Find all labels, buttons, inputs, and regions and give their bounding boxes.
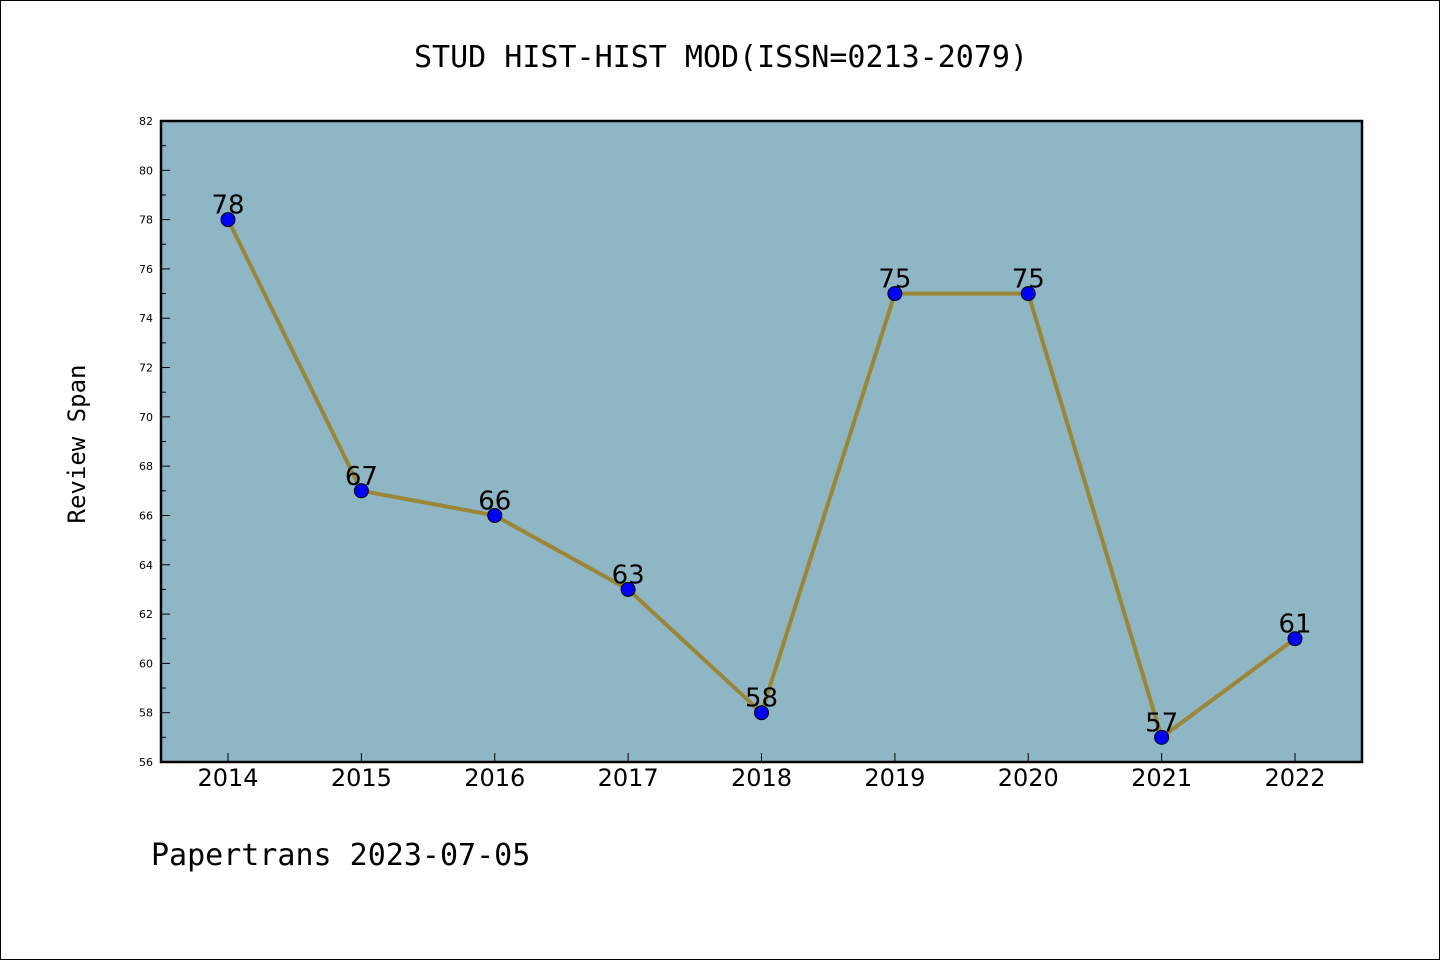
plot-area [161, 121, 1362, 762]
y-tick-label: 68 [139, 460, 153, 473]
y-tick-label: 60 [139, 657, 153, 670]
y-tick-label: 64 [139, 559, 153, 572]
data-label: 63 [612, 560, 645, 590]
x-tick-label: 2017 [598, 764, 659, 792]
data-point [1287, 631, 1303, 647]
y-axis-label: Review Span [63, 365, 91, 524]
data-point [353, 483, 369, 499]
x-tick-label: 2019 [864, 764, 925, 792]
data-label: 75 [1012, 265, 1045, 295]
y-tick-label: 58 [139, 707, 153, 720]
data-label: 58 [745, 684, 778, 714]
x-tick-label: 2022 [1264, 764, 1325, 792]
x-tick-label: 2018 [731, 764, 792, 792]
x-tick-label: 2015 [331, 764, 392, 792]
footer-credit: Papertrans 2023-07-05 [151, 838, 530, 873]
x-tick-label: 2021 [1131, 764, 1192, 792]
y-tick-label: 66 [139, 509, 153, 522]
data-label: 66 [478, 486, 511, 516]
data-label: 67 [345, 462, 378, 492]
y-tick-label: 78 [139, 214, 153, 227]
y-tick-label: 76 [139, 263, 153, 276]
x-tick-label: 2020 [998, 764, 1059, 792]
data-point [620, 581, 636, 597]
y-tick-label: 62 [139, 608, 153, 621]
data-label: 57 [1145, 708, 1178, 738]
x-tick-label: 2014 [197, 764, 258, 792]
x-axis-ticks: 2014 2015 2016 2017 2018 2019 2020 2021 2022 [197, 753, 1326, 792]
y-tick-label: 74 [139, 312, 153, 325]
data-label: 61 [1278, 610, 1311, 640]
chart-title: STUD HIST-HIST MOD(ISSN=0213-2079) [414, 40, 1028, 75]
data-label: 75 [878, 265, 911, 295]
data-point [1154, 729, 1170, 745]
data-point [220, 212, 236, 228]
data-point [1020, 286, 1036, 302]
data-labels: 78 67 66 63 58 75 75 57 61 [211, 191, 1311, 739]
data-label: 78 [211, 191, 244, 221]
y-tick-label: 72 [139, 362, 153, 375]
data-markers [220, 212, 1303, 745]
y-tick-label: 82 [139, 115, 153, 128]
y-tick-label: 70 [139, 411, 153, 424]
x-tick-label: 2016 [464, 764, 525, 792]
y-tick-label: 80 [139, 164, 153, 177]
data-point [887, 286, 903, 302]
data-point [754, 705, 769, 721]
y-axis-ticks: 56 58 60 62 64 66 68 70 72 74 76 78 80 82 [139, 115, 170, 769]
data-point [487, 507, 503, 523]
y-tick-label: 56 [139, 756, 153, 769]
plot-border [159, 119, 1364, 764]
